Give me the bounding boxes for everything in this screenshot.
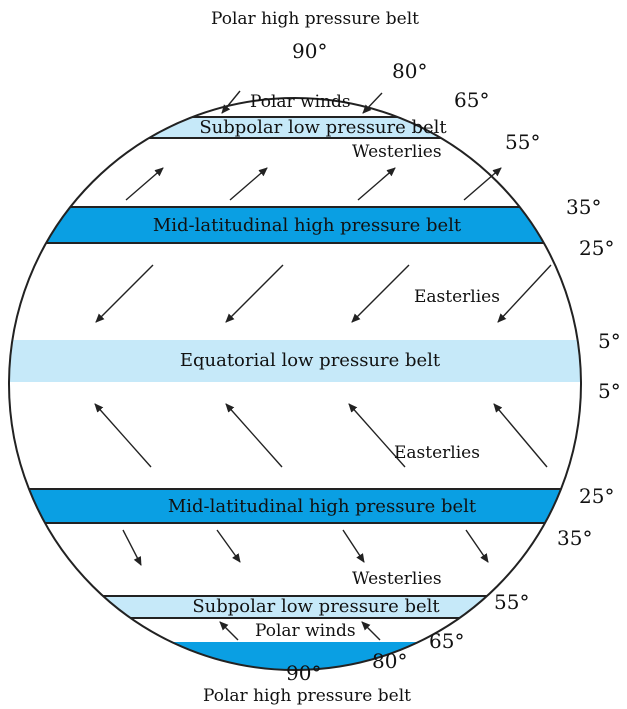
- north-easterlies-label: Easterlies: [414, 287, 500, 307]
- north-polar-high-cap: [0, 60, 627, 81]
- latitude-label-n25: 25°: [579, 236, 614, 260]
- polar-wind-arrow: [361, 621, 381, 641]
- easterly-arrow: [225, 403, 283, 468]
- latitude-label-n80: 80°: [392, 59, 427, 83]
- globe-outline: [8, 97, 582, 671]
- easterly-arrow: [225, 264, 284, 323]
- westerly-arrow: [342, 529, 365, 563]
- easterly-arrow: [351, 264, 410, 323]
- south-easterlies-label: Easterlies: [394, 443, 480, 463]
- north-mid-high-label: Mid-latitudinal high pressure belt: [153, 215, 462, 236]
- latitude-label-s90: 90°: [286, 661, 321, 685]
- westerly-arrow: [216, 529, 241, 563]
- westerly-arrow: [357, 167, 396, 201]
- polar-wind-arrow: [219, 621, 239, 641]
- south-mid-high-label: Mid-latitudinal high pressure belt: [168, 496, 477, 517]
- north-subpolar-low-label: Subpolar low pressure belt: [199, 117, 447, 138]
- latitude-label-s5: 5°: [598, 379, 621, 403]
- south-subpolar-low-label: Subpolar low pressure belt: [192, 596, 440, 617]
- top-title: Polar high pressure belt: [211, 9, 419, 29]
- south-polar-winds-label: Polar winds: [255, 621, 356, 641]
- north-mid-latitudinal-high-belt: [9, 207, 581, 243]
- latitude-label-n90: 90°: [292, 39, 327, 63]
- south-westerlies-label: Westerlies: [352, 569, 442, 589]
- latitude-label-n5: 5°: [598, 329, 621, 353]
- latitude-label-s65: 65°: [429, 629, 464, 653]
- westerly-arrow: [125, 167, 164, 201]
- bottom-title: Polar high pressure belt: [203, 686, 411, 706]
- easterly-arrow: [497, 264, 552, 323]
- north-polar-winds-label: Polar winds: [250, 92, 351, 112]
- easterly-arrow: [94, 403, 152, 468]
- equatorial-low-belt: [9, 340, 581, 382]
- easterly-arrow: [493, 403, 548, 468]
- latitude-label-s25: 25°: [579, 484, 614, 508]
- latitude-label-n35: 35°: [566, 195, 601, 219]
- latitude-label-s35: 35°: [557, 526, 592, 550]
- easterly-arrow: [95, 264, 154, 323]
- westerly-arrow: [122, 529, 142, 566]
- westerly-arrow: [229, 167, 268, 201]
- westerly-arrow: [465, 529, 489, 563]
- latitude-label-s55: 55°: [494, 590, 529, 614]
- south-mid-latitudinal-high-belt: [9, 489, 581, 523]
- latitude-label-n65: 65°: [454, 88, 489, 112]
- polar-wind-arrow: [362, 92, 383, 114]
- polar-wind-arrow: [221, 90, 241, 114]
- easterly-arrow: [348, 403, 406, 468]
- equatorial-low-label: Equatorial low pressure belt: [180, 350, 441, 371]
- wind-arrows: [94, 90, 552, 641]
- north-westerlies-label: Westerlies: [352, 142, 442, 162]
- latitude-label-n55: 55°: [505, 130, 540, 154]
- westerly-arrow: [463, 167, 502, 201]
- latitude-label-s80: 80°: [372, 649, 407, 673]
- globe: [9, 98, 581, 670]
- south-subpolar-low-belt: [9, 596, 581, 618]
